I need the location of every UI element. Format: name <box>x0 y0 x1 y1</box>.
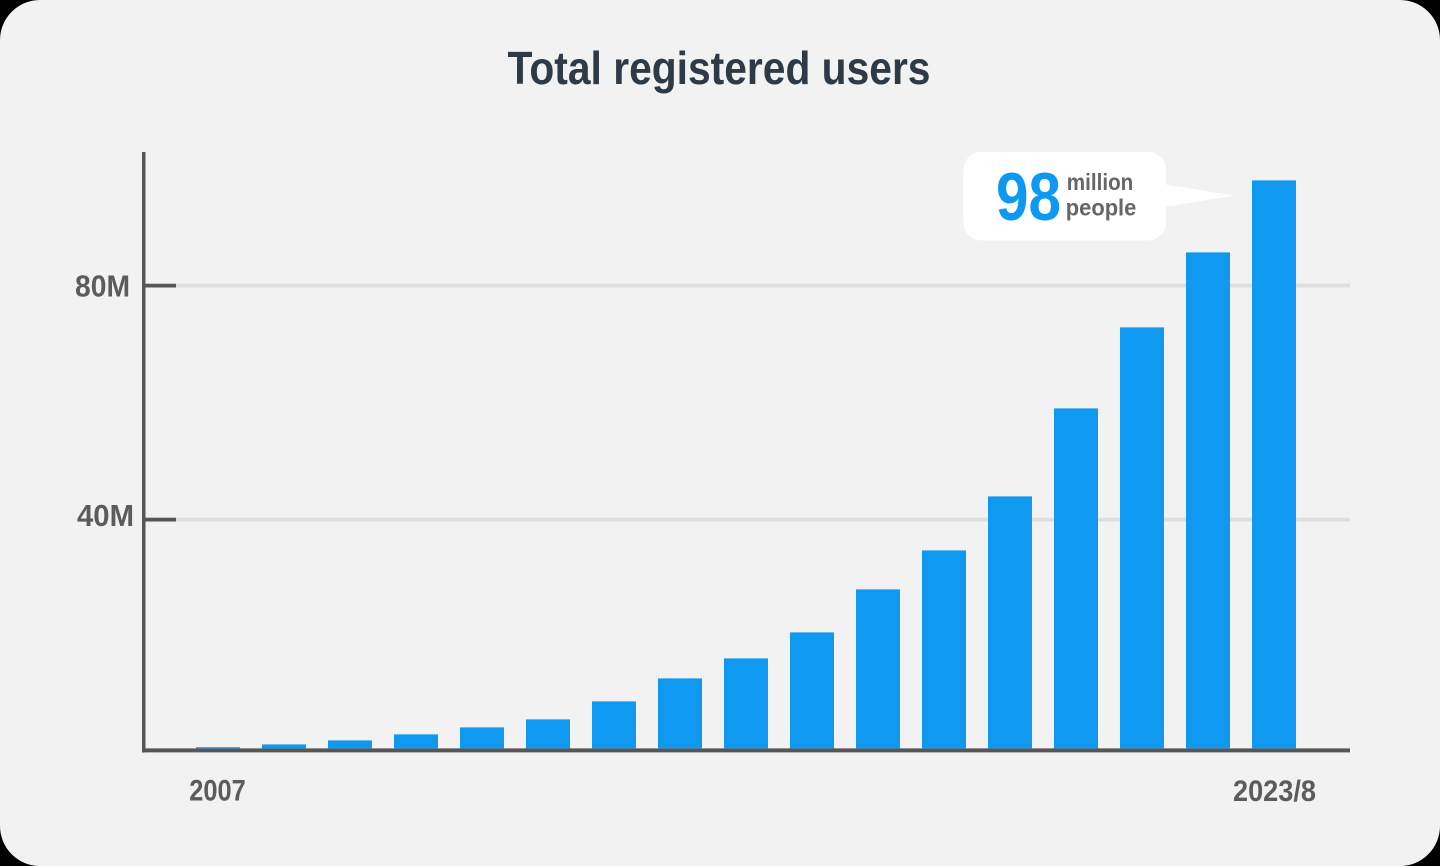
svg-text:million: million <box>1067 169 1134 195</box>
svg-text:people: people <box>1066 195 1137 221</box>
svg-text:Total registered users: Total registered users <box>508 42 931 94</box>
svg-text:40M: 40M <box>77 499 134 533</box>
svg-text:98: 98 <box>996 160 1061 235</box>
svg-text:2007: 2007 <box>189 775 246 808</box>
svg-text:2023/8: 2023/8 <box>1233 775 1316 808</box>
svg-text:80M: 80M <box>75 269 130 303</box>
